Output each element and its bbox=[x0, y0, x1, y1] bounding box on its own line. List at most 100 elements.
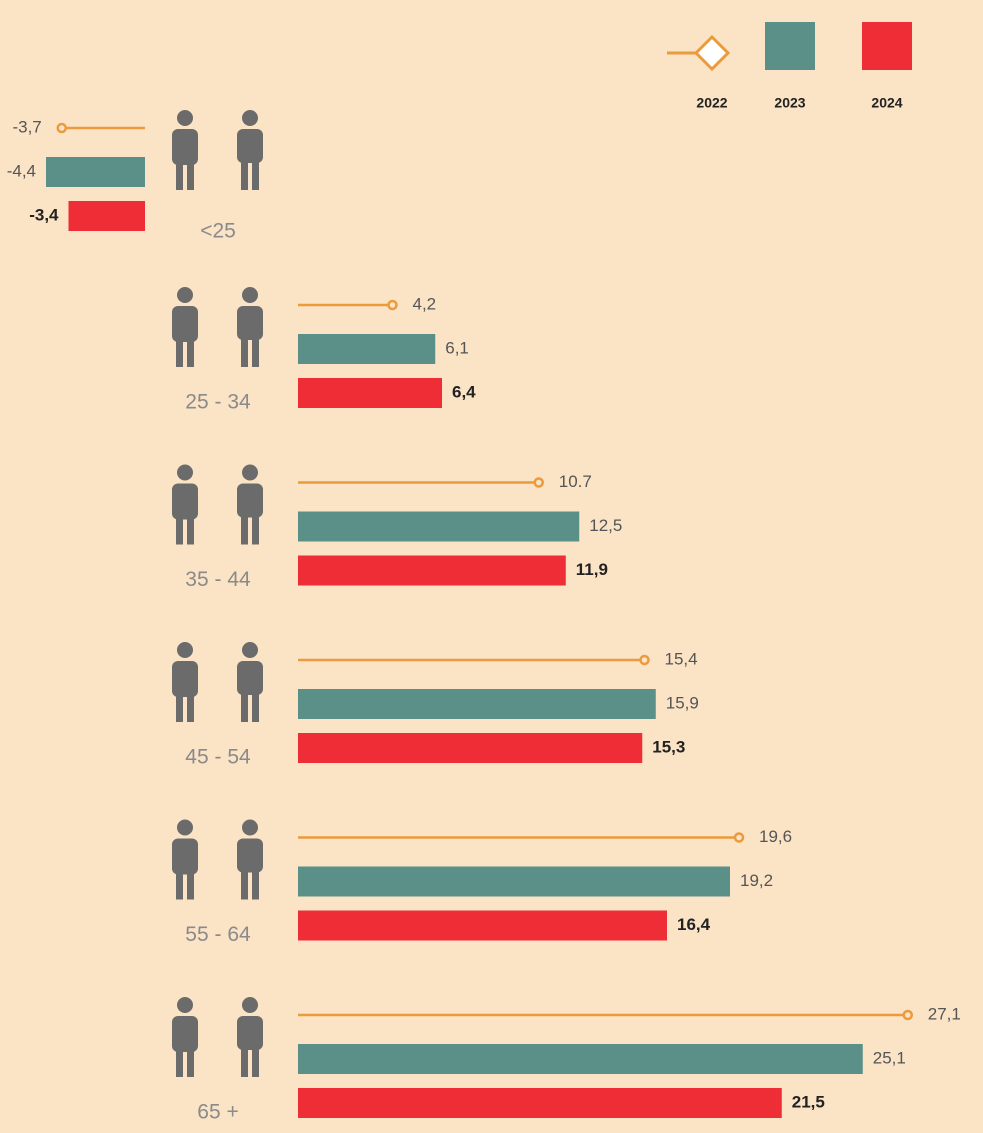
value-label: 16,4 bbox=[677, 915, 711, 934]
leg bbox=[187, 337, 194, 367]
leg bbox=[187, 514, 194, 545]
bar bbox=[68, 201, 145, 231]
leg bbox=[176, 692, 183, 722]
value-label: 6,1 bbox=[445, 338, 469, 357]
line-marker bbox=[298, 299, 398, 311]
leg bbox=[241, 160, 248, 190]
bar bbox=[46, 157, 145, 187]
value-label: -3,7 bbox=[12, 117, 41, 136]
person-icon bbox=[237, 997, 263, 1077]
leg bbox=[187, 160, 194, 190]
person-icon bbox=[237, 287, 263, 367]
body bbox=[172, 483, 198, 520]
body bbox=[172, 306, 198, 342]
bar bbox=[298, 334, 436, 364]
value-label: 15,3 bbox=[652, 737, 685, 756]
body bbox=[237, 483, 263, 518]
leg bbox=[252, 337, 259, 367]
body bbox=[237, 306, 263, 340]
leg bbox=[241, 337, 248, 367]
bar bbox=[298, 733, 643, 763]
legend-label: 2023 bbox=[774, 95, 805, 111]
person-icon bbox=[172, 997, 198, 1077]
person-icon bbox=[237, 110, 263, 190]
head bbox=[177, 997, 193, 1013]
leg bbox=[241, 1047, 248, 1077]
value-label: 11,9 bbox=[576, 560, 608, 579]
body bbox=[237, 838, 263, 873]
value-label: 27,1 bbox=[928, 1004, 961, 1023]
head bbox=[177, 110, 193, 126]
leg bbox=[176, 514, 183, 545]
value-label: 4,2 bbox=[413, 294, 437, 313]
value-label: 12,5 bbox=[589, 516, 622, 535]
leg bbox=[252, 869, 259, 900]
line-marker bbox=[298, 477, 545, 488]
person-icon bbox=[172, 287, 198, 367]
leg bbox=[252, 1047, 259, 1077]
bar bbox=[298, 511, 580, 542]
person-icon bbox=[172, 642, 198, 722]
legend-marker bbox=[693, 34, 731, 72]
value-label: 10.7 bbox=[559, 472, 592, 491]
person-icon bbox=[172, 464, 198, 545]
body bbox=[237, 661, 263, 695]
head bbox=[242, 287, 258, 303]
bar bbox=[298, 378, 442, 408]
value-label: 6,4 bbox=[452, 382, 476, 401]
leg bbox=[252, 160, 259, 190]
body bbox=[172, 129, 198, 165]
head bbox=[242, 464, 258, 481]
value-label: -4,4 bbox=[7, 161, 36, 180]
value-label: 15,4 bbox=[665, 649, 698, 668]
bar bbox=[298, 910, 667, 941]
leg bbox=[176, 160, 183, 190]
leg bbox=[187, 692, 194, 722]
body bbox=[172, 1016, 198, 1052]
bar bbox=[298, 555, 566, 586]
head bbox=[242, 110, 258, 126]
body bbox=[172, 838, 198, 875]
person-icon bbox=[237, 642, 263, 722]
category-label: 45 - 54 bbox=[185, 746, 251, 769]
leg bbox=[241, 869, 248, 900]
person-icon bbox=[237, 819, 263, 900]
bar bbox=[298, 1088, 782, 1118]
value-label: 19,6 bbox=[759, 827, 792, 846]
leg bbox=[176, 337, 183, 367]
head bbox=[242, 997, 258, 1013]
bar bbox=[298, 866, 730, 897]
category-label: <25 bbox=[200, 220, 236, 243]
bar bbox=[298, 1044, 863, 1074]
head bbox=[177, 464, 193, 481]
leg bbox=[176, 869, 183, 900]
body bbox=[237, 1016, 263, 1050]
value-label: 19,2 bbox=[740, 871, 773, 890]
value-label: 21,5 bbox=[792, 1092, 825, 1111]
head bbox=[242, 642, 258, 658]
person-icon bbox=[237, 464, 263, 545]
head bbox=[242, 819, 258, 836]
bar bbox=[298, 689, 656, 719]
line-marker bbox=[298, 832, 745, 843]
legend-label: 2022 bbox=[696, 95, 727, 111]
line-marker bbox=[56, 122, 145, 134]
body bbox=[172, 661, 198, 697]
leg bbox=[176, 1047, 183, 1077]
line-marker bbox=[298, 654, 650, 666]
category-label: 65 + bbox=[197, 1101, 238, 1124]
leg bbox=[241, 514, 248, 545]
category-label: 55 - 64 bbox=[185, 923, 251, 946]
body bbox=[237, 129, 263, 163]
head bbox=[177, 287, 193, 303]
head bbox=[177, 819, 193, 836]
legend-swatch bbox=[862, 22, 912, 70]
person-icon bbox=[172, 819, 198, 900]
category-label: 25 - 34 bbox=[185, 391, 251, 414]
leg bbox=[252, 514, 259, 545]
value-label: -3,4 bbox=[29, 205, 59, 224]
value-label: 15,9 bbox=[666, 693, 699, 712]
line-marker bbox=[298, 1009, 914, 1021]
legend-swatch bbox=[765, 22, 815, 70]
